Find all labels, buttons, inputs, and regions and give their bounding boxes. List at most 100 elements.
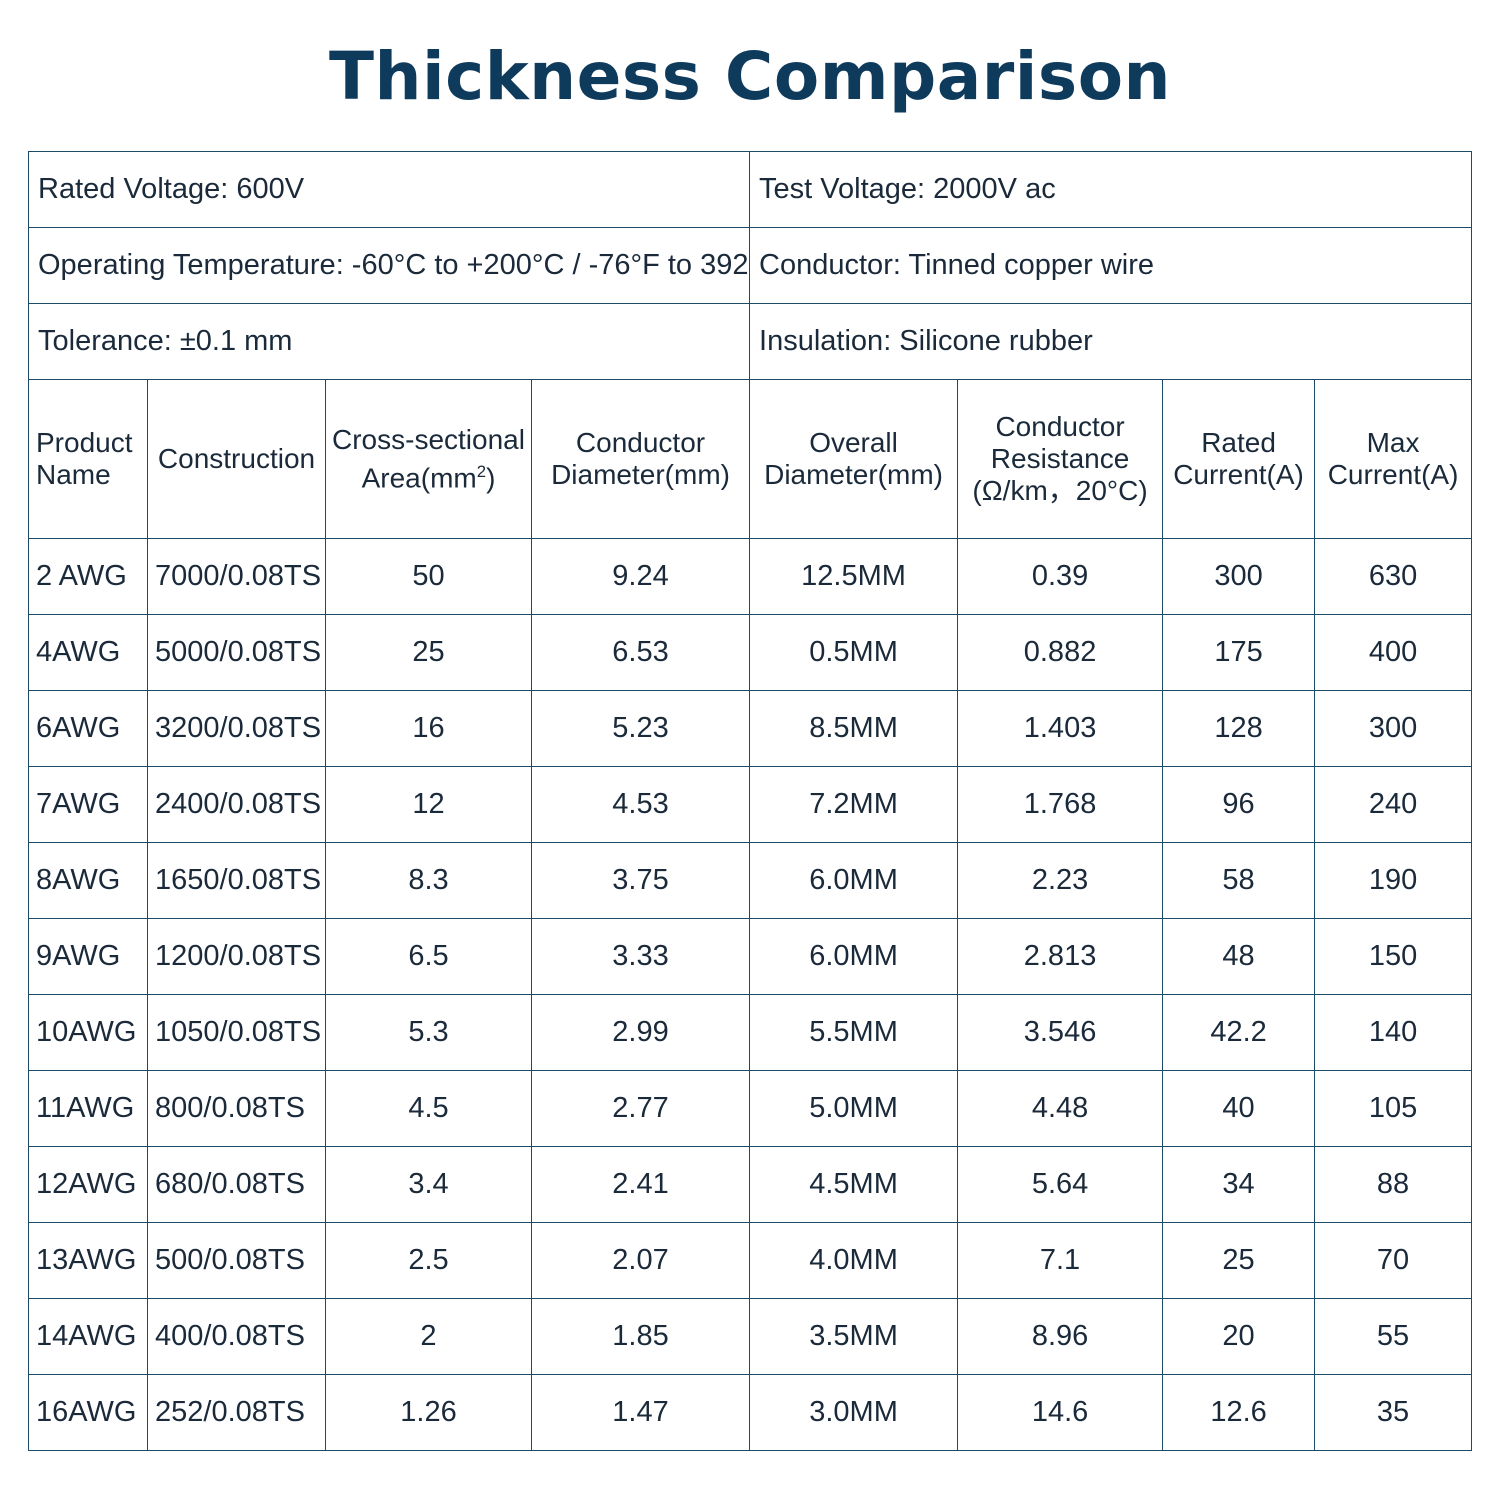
rated-current-cell: 128 (1162, 690, 1316, 767)
area-cell: 16 (325, 690, 532, 767)
area-cell: 2.5 (325, 1222, 532, 1299)
info-row: Operating Temperature: -60°C to +200°C /… (27, 227, 1473, 304)
construction-cell: 500/0.08TS (147, 1222, 326, 1299)
overall-diameter-cell: 6.0MM (749, 918, 959, 995)
header-cross-sectional-area: Cross-sectional Area(mm2) (325, 379, 532, 539)
overall-diameter-cell: 3.5MM (749, 1298, 959, 1375)
conductor-diameter-cell: 6.53 (530, 614, 751, 691)
header-overall-diameter: Overall Diameter(mm) (749, 379, 959, 539)
max-current-cell: 240 (1314, 766, 1473, 843)
conductor-diameter-cell: 1.47 (530, 1374, 751, 1451)
header-rated-current: Rated Current(A) (1162, 379, 1316, 539)
header-construction: Construction (147, 379, 326, 539)
rated-current-cell: 300 (1162, 538, 1316, 615)
table-row: 10AWG 1050/0.08TS 5.3 2.99 5.5MM 3.546 42.2 140 (28, 994, 1473, 1071)
table-row: 12AWG 680/0.08TS 3.4 2.41 4.5MM 5.64 34 88 (28, 1146, 1473, 1223)
area-cell: 8.3 (325, 842, 532, 919)
max-current-cell: 150 (1314, 918, 1473, 995)
construction-cell: 1200/0.08TS (147, 918, 326, 995)
conductor-diameter-cell: 2.77 (530, 1070, 751, 1147)
resistance-cell: 0.39 (957, 538, 1164, 615)
product-name-cell: 10AWG (28, 994, 148, 1071)
table-row: 13AWG 500/0.08TS 2.5 2.07 4.0MM 7.1 25 70 (28, 1222, 1473, 1299)
construction-cell: 252/0.08TS (147, 1374, 326, 1451)
operating-temperature: Operating Temperature: -60°C to +200°C /… (27, 227, 751, 304)
rated-voltage: Rated Voltage: 600V (27, 151, 751, 228)
rated-current-cell: 48 (1162, 918, 1316, 995)
construction-cell: 5000/0.08TS (147, 614, 326, 691)
resistance-cell: 2.23 (957, 842, 1164, 919)
product-name-cell: 11AWG (28, 1070, 148, 1147)
table-row: 4AWG 5000/0.08TS 25 6.53 0.5MM 0.882 175 400 (28, 614, 1473, 691)
max-current-cell: 55 (1314, 1298, 1473, 1375)
table-row: 16AWG 252/0.08TS 1.26 1.47 3.0MM 14.6 12.6 35 (28, 1374, 1473, 1451)
conductor-diameter-cell: 2.41 (530, 1146, 751, 1223)
max-current-cell: 300 (1314, 690, 1473, 767)
rated-current-cell: 175 (1162, 614, 1316, 691)
product-name-cell: 12AWG (28, 1146, 148, 1223)
product-name-cell: 8AWG (28, 842, 148, 919)
tolerance: Tolerance: ±0.1 mm (27, 303, 751, 380)
info-row: Tolerance: ±0.1 mm Insulation: Silicone … (27, 303, 1473, 380)
product-name-cell: 2 AWG (28, 538, 148, 615)
overall-diameter-cell: 3.0MM (749, 1374, 959, 1451)
max-current-cell: 400 (1314, 614, 1473, 691)
overall-diameter-cell: 12.5MM (749, 538, 959, 615)
header-conductor-diameter: Conductor Diameter(mm) (530, 379, 751, 539)
table-row: 9AWG 1200/0.08TS 6.5 3.33 6.0MM 2.813 48 150 (28, 918, 1473, 995)
rated-current-cell: 20 (1162, 1298, 1316, 1375)
max-current-cell: 140 (1314, 994, 1473, 1071)
table-row: 11AWG 800/0.08TS 4.5 2.77 5.0MM 4.48 40 105 (28, 1070, 1473, 1147)
table-row: 14AWG 400/0.08TS 2 1.85 3.5MM 8.96 20 55 (28, 1298, 1473, 1375)
overall-diameter-cell: 5.5MM (749, 994, 959, 1071)
area-cell: 1.26 (325, 1374, 532, 1451)
construction-cell: 7000/0.08TS (147, 538, 326, 615)
table-row: 6AWG 3200/0.08TS 16 5.23 8.5MM 1.403 128 300 (28, 690, 1473, 767)
rated-current-cell: 96 (1162, 766, 1316, 843)
header-max-current: Max Current(A) (1314, 379, 1473, 539)
conductor-diameter-cell: 3.33 (530, 918, 751, 995)
conductor-diameter-cell: 5.23 (530, 690, 751, 767)
construction-cell: 3200/0.08TS (147, 690, 326, 767)
test-voltage: Test Voltage: 2000V ac (749, 151, 1473, 228)
max-current-cell: 630 (1314, 538, 1473, 615)
overall-diameter-cell: 0.5MM (749, 614, 959, 691)
overall-diameter-cell: 4.5MM (749, 1146, 959, 1223)
max-current-cell: 190 (1314, 842, 1473, 919)
overall-diameter-cell: 4.0MM (749, 1222, 959, 1299)
overall-diameter-cell: 5.0MM (749, 1070, 959, 1147)
rated-current-cell: 58 (1162, 842, 1316, 919)
construction-cell: 1650/0.08TS (147, 842, 326, 919)
insulation: Insulation: Silicone rubber (749, 303, 1473, 380)
max-current-cell: 35 (1314, 1374, 1473, 1451)
table-row: 8AWG 1650/0.08TS 8.3 3.75 6.0MM 2.23 58 190 (28, 842, 1473, 919)
page-title: Thickness Comparison (328, 38, 1172, 115)
table-row: 2 AWG 7000/0.08TS 50 9.24 12.5MM 0.39 300 630 (28, 538, 1473, 615)
product-name-cell: 16AWG (28, 1374, 148, 1451)
product-name-cell: 9AWG (28, 918, 148, 995)
resistance-cell: 14.6 (957, 1374, 1164, 1451)
rated-current-cell: 34 (1162, 1146, 1316, 1223)
overall-diameter-cell: 7.2MM (749, 766, 959, 843)
construction-cell: 680/0.08TS (147, 1146, 326, 1223)
max-current-cell: 70 (1314, 1222, 1473, 1299)
rated-current-cell: 12.6 (1162, 1374, 1316, 1451)
construction-cell: 400/0.08TS (147, 1298, 326, 1375)
max-current-cell: 105 (1314, 1070, 1473, 1147)
conductor-diameter-cell: 2.07 (530, 1222, 751, 1299)
construction-cell: 800/0.08TS (147, 1070, 326, 1147)
resistance-cell: 5.64 (957, 1146, 1164, 1223)
area-cell: 12 (325, 766, 532, 843)
header-conductor-resistance: Conductor Resistance (Ω/km，20°C) (957, 379, 1164, 539)
construction-cell: 2400/0.08TS (147, 766, 326, 843)
info-row: Rated Voltage: 600V Test Voltage: 2000V … (27, 151, 1473, 228)
resistance-cell: 3.546 (957, 994, 1164, 1071)
resistance-cell: 0.882 (957, 614, 1164, 691)
rated-current-cell: 42.2 (1162, 994, 1316, 1071)
rated-current-cell: 40 (1162, 1070, 1316, 1147)
resistance-cell: 1.403 (957, 690, 1164, 767)
area-cell: 3.4 (325, 1146, 532, 1223)
overall-diameter-cell: 6.0MM (749, 842, 959, 919)
area-cell: 50 (325, 538, 532, 615)
header-product-name: Product Name (28, 379, 148, 539)
